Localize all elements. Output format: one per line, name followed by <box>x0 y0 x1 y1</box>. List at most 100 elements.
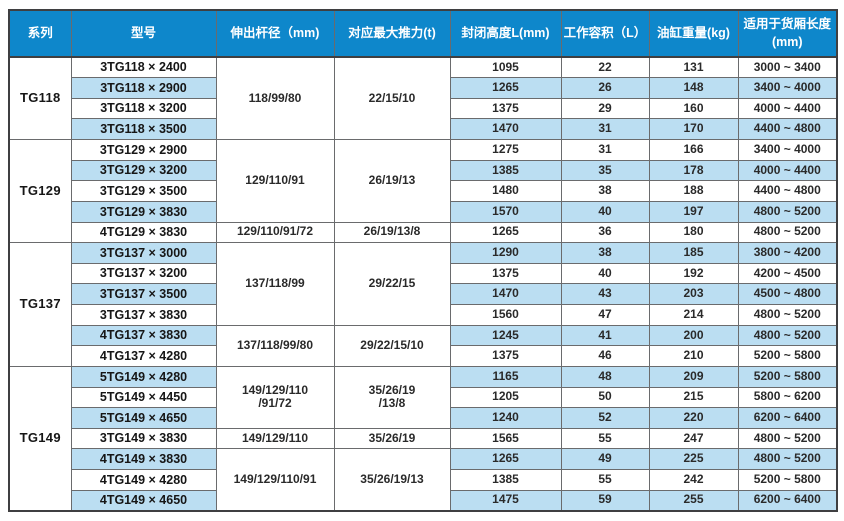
thrust-cell: 29/22/15 <box>333 242 451 326</box>
col-header-cylinder-weight: 油缸重量(kg) <box>648 9 739 58</box>
box-length-cell: 4800 ~ 5200 <box>737 427 838 450</box>
box-length-cell: 3000 ~ 3400 <box>737 56 838 79</box>
table-header: 系列 型号 伸出杆径（mm) 对应最大推力(t) 封闭高度L(mm) 工作容积（L） 油缸重… <box>8 9 838 58</box>
rod-diameter-cell: 149/129/110 <box>215 427 335 450</box>
spec-table-container: 系列 型号 伸出杆径（mm) 对应最大推力(t) 封闭高度L(mm) 工作容积（L） 油缸重… <box>8 9 838 512</box>
thrust-cell: 35/26/19/13 <box>333 448 451 512</box>
weight-cell: 203 <box>648 283 739 305</box>
table-row: 3TG129 × 3500 1480 38 188 4400 ~ 4800 <box>9 180 838 202</box>
cylinder-spec-table: 系列 型号 伸出杆径（mm) 对应最大推力(t) 封闭高度L(mm) 工作容积（L） 油缸重… <box>8 9 838 512</box>
table-row: 5TG149 × 4650 1240 52 220 6200 ~ 6400 <box>9 407 838 429</box>
weight-cell: 200 <box>648 324 739 347</box>
weight-cell: 225 <box>648 448 739 470</box>
weight-cell: 166 <box>648 139 739 161</box>
closed-height-cell: 1265 <box>449 77 562 99</box>
table-row: 5TG149 × 4450 1205 50 215 5800 ~ 6200 <box>9 386 838 409</box>
closed-height-cell: 1165 <box>449 365 562 388</box>
model-cell: 3TG118 × 2400 <box>70 56 217 79</box>
rod-diameter-cell: 137/118/99/80 <box>215 324 335 367</box>
closed-height-cell: 1560 <box>449 304 562 326</box>
closed-height-cell: 1095 <box>449 56 562 79</box>
thrust-cell: 26/19/13 <box>333 139 451 223</box>
table-row: 4TG149 × 4650 1475 59 255 6200 ~ 6400 <box>9 489 838 512</box>
model-cell: 3TG137 × 3000 <box>70 242 217 264</box>
weight-cell: 220 <box>648 407 739 429</box>
volume-cell: 31 <box>560 118 650 140</box>
volume-cell: 48 <box>560 365 650 388</box>
rod-diameter-cell: 137/118/99 <box>215 242 335 326</box>
series-cell: TG137 <box>8 242 72 367</box>
model-cell: 3TG118 × 3200 <box>70 97 217 120</box>
weight-cell: 192 <box>648 262 739 285</box>
volume-cell: 36 <box>560 221 650 244</box>
closed-height-cell: 1475 <box>449 489 562 512</box>
closed-height-cell: 1375 <box>449 262 562 285</box>
table-row: 3TG118 × 3200 1375 29 160 4000 ~ 4400 <box>9 97 838 120</box>
rod-diameter-cell: 129/110/91 <box>215 139 335 223</box>
box-length-cell: 6200 ~ 6400 <box>737 407 838 429</box>
table-row: 3TG129 × 3200 1385 35 178 4000 ~ 4400 <box>9 159 838 182</box>
closed-height-cell: 1265 <box>449 448 562 470</box>
col-header-working-volume: 工作容积（L） <box>560 9 650 58</box>
thrust-cell: 35/26/19 <box>333 427 451 450</box>
box-length-cell: 4000 ~ 4400 <box>737 159 838 182</box>
table-row: 3TG129 × 3830 1570 40 197 4800 ~ 5200 <box>9 200 838 223</box>
closed-height-cell: 1385 <box>449 469 562 491</box>
weight-cell: 210 <box>648 345 739 367</box>
closed-height-cell: 1290 <box>449 242 562 264</box>
volume-cell: 40 <box>560 200 650 223</box>
model-cell: 5TG149 × 4450 <box>70 386 217 409</box>
closed-height-cell: 1470 <box>449 118 562 140</box>
box-length-cell: 3400 ~ 4000 <box>737 77 838 99</box>
weight-cell: 197 <box>648 200 739 223</box>
box-length-cell: 5800 ~ 6200 <box>737 386 838 409</box>
table-row: TG129 3TG129 × 2900 129/110/91 26/19/13 1275… <box>8 138 838 244</box>
model-cell: 3TG137 × 3500 <box>70 283 217 305</box>
box-length-cell: 5200 ~ 5800 <box>737 345 838 367</box>
box-length-cell: 5200 ~ 5800 <box>737 365 838 388</box>
thrust-cell: 26/19/13/8 <box>333 221 451 244</box>
weight-cell: 242 <box>648 469 739 491</box>
volume-cell: 50 <box>560 386 650 409</box>
model-cell: 3TG129 × 3200 <box>70 159 217 182</box>
weight-cell: 188 <box>648 180 739 202</box>
closed-height-cell: 1375 <box>449 345 562 367</box>
volume-cell: 43 <box>560 283 650 305</box>
box-length-cell: 4800 ~ 5200 <box>737 324 838 347</box>
weight-cell: 209 <box>648 365 739 388</box>
header-row: 系列 型号 伸出杆径（mm) 对应最大推力(t) 封闭高度L(mm) 工作容积（L） 油缸重… <box>8 9 838 58</box>
table-body: TG118 3TG118 × 2400 118/99/80 22/15/10 1095 2… <box>8 56 838 512</box>
series-cell: TG118 <box>8 56 72 140</box>
weight-cell: 148 <box>648 77 739 99</box>
closed-height-cell: 1245 <box>449 324 562 347</box>
closed-height-cell: 1375 <box>449 97 562 120</box>
model-cell: 4TG137 × 4280 <box>70 345 217 367</box>
box-length-cell: 5200 ~ 5800 <box>737 469 838 491</box>
col-header-closed-height: 封闭高度L(mm) <box>449 9 562 58</box>
box-length-cell: 3400 ~ 4000 <box>737 139 838 161</box>
table-row: 4TG137 × 4280 1375 46 210 5200 ~ 5800 <box>9 345 838 367</box>
box-length-cell: 4200 ~ 4500 <box>737 262 838 285</box>
volume-cell: 55 <box>560 469 650 491</box>
closed-height-cell: 1570 <box>449 200 562 223</box>
box-length-cell: 4000 ~ 4400 <box>737 97 838 120</box>
weight-cell: 160 <box>648 97 739 120</box>
series-cell: TG149 <box>8 365 72 512</box>
weight-cell: 180 <box>648 221 739 244</box>
volume-cell: 35 <box>560 159 650 182</box>
volume-cell: 40 <box>560 262 650 285</box>
volume-cell: 59 <box>560 489 650 512</box>
thrust-cell: 22/15/10 <box>333 56 451 140</box>
table-row: 4TG129 × 3830 129/110/91/72 26/19/13/8 1265… <box>9 221 838 244</box>
box-length-cell: 3800 ~ 4200 <box>737 242 838 264</box>
model-cell: 3TG129 × 2900 <box>70 139 217 161</box>
rod-diameter-cell: 149/129/110 /91/72 <box>215 365 335 429</box>
table-row: 3TG149 × 3830 149/129/110 35/26/19 1565 55 24… <box>9 427 838 450</box>
rod-diameter-cell: 129/110/91/72 <box>215 221 335 244</box>
closed-height-cell: 1385 <box>449 159 562 182</box>
volume-cell: 38 <box>560 180 650 202</box>
model-cell: 5TG149 × 4650 <box>70 407 217 429</box>
volume-cell: 38 <box>560 242 650 264</box>
rod-diameter-cell: 149/129/110/91 <box>215 448 335 512</box>
thrust-cell: 35/26/19 /13/8 <box>333 365 451 429</box>
